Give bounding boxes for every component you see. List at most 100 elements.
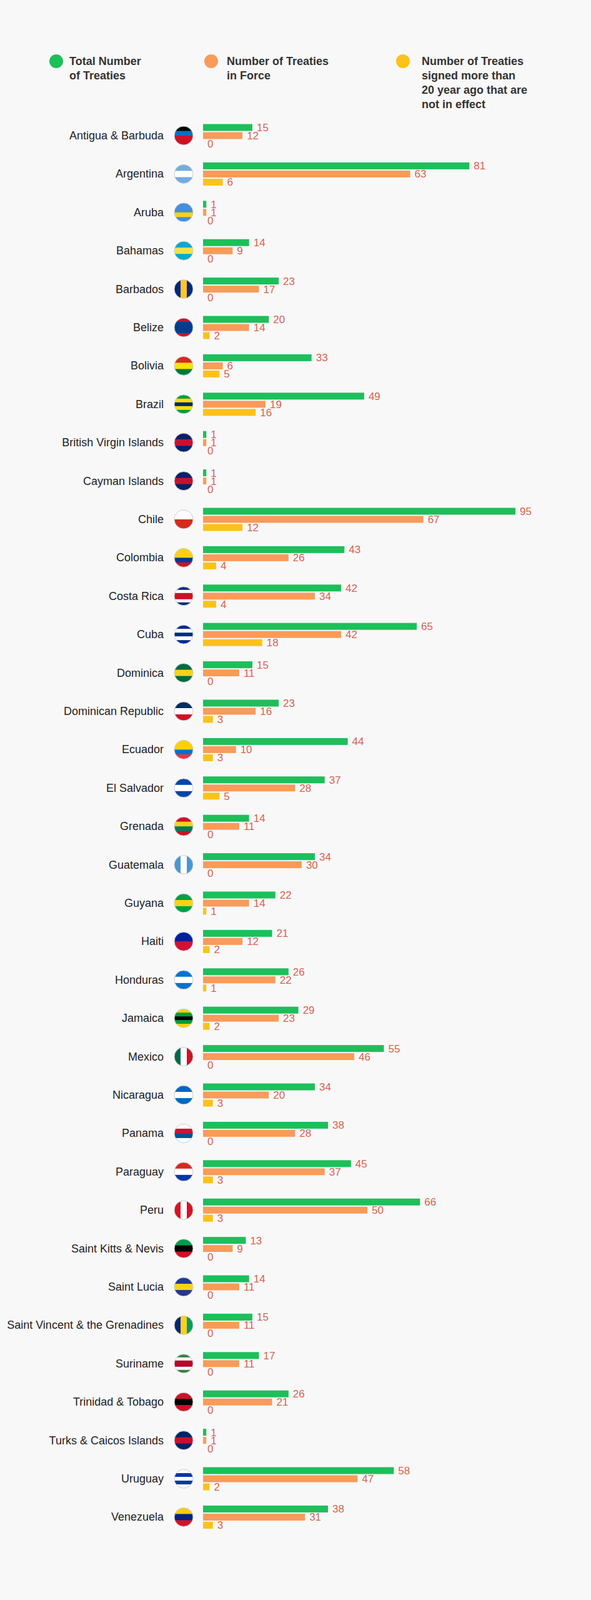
legend-label: Number of Treatiessigned more than20 yea… [421,54,528,111]
bar [203,1483,210,1490]
data-label: 0 [207,1442,214,1455]
category-label: Jamaica [121,1011,165,1024]
bar [203,1436,207,1444]
data-label: 22 [279,888,292,901]
legend: Total Numberof TreatiesNumber of Treatie… [49,54,528,111]
data-label: 17 [263,283,275,296]
data-label: 18 [266,636,279,649]
category-label: Paraguay [115,1165,164,1178]
data-label: 34 [319,590,332,603]
flag [174,624,194,644]
data-label: 3 [217,751,224,764]
data-label: 13 [249,1234,262,1247]
flag [174,1200,194,1219]
flag [174,1430,194,1451]
flag-border [174,547,194,567]
data-label: 4 [220,598,227,611]
bar [203,1083,315,1091]
bar [203,431,207,438]
data-label: 43 [348,543,361,556]
bar [203,622,417,630]
bar [203,592,315,600]
flag-border [174,241,194,260]
data-label: 30 [306,859,318,871]
data-label: 31 [309,1510,322,1523]
data-label: 21 [276,927,289,939]
data-label: 95 [519,505,532,518]
bar [203,370,220,378]
data-label: 42 [345,628,358,641]
bar [203,1428,207,1436]
data-label: 0 [207,138,214,150]
data-label: 47 [361,1472,374,1485]
bar [203,1252,204,1260]
flag-border [174,1506,194,1526]
data-label: 45 [355,1157,368,1170]
category-label: Belize [133,321,164,334]
flag-border [174,1315,194,1334]
bar [203,1129,295,1137]
flag-border [174,931,194,951]
bar [203,1022,210,1030]
flag [174,1276,194,1297]
flag-border [174,1123,194,1143]
category-label: Trinidad & Tobago [73,1395,164,1408]
bar [203,362,224,370]
data-label: 0 [207,253,214,265]
bar [203,562,217,570]
bar [203,1367,204,1375]
bar [203,1398,273,1406]
flag [174,509,194,530]
data-label: 46 [358,1050,371,1063]
bar [203,208,207,216]
flag-border [174,126,194,145]
bar [203,830,204,838]
flag-border [174,203,194,222]
category-label: Suriname [115,1356,164,1370]
category-label: Cayman Islands [83,474,164,488]
flag-border [174,1238,194,1258]
flag-border [174,1353,194,1373]
bar [203,983,207,991]
flag [174,663,194,683]
flag-border [174,356,194,375]
bar [203,293,204,301]
flag [174,547,194,568]
bar [203,554,289,562]
bar [203,1291,204,1299]
flag [174,816,194,836]
data-label: 0 [207,1288,214,1301]
data-label: 21 [276,1395,289,1408]
category-label: Panama [121,1126,165,1139]
legend-label: Number of Treatiesin Force [226,54,329,82]
bar [203,1275,250,1282]
category-label: Uruguay [121,1471,164,1485]
bar [203,255,204,263]
bar [203,469,207,477]
data-label: 37 [329,774,342,786]
data-label: 38 [332,1118,345,1131]
flag-border [174,394,194,414]
flag-border [174,1162,194,1181]
bar [203,140,204,148]
category-label: Costa Rica [108,589,165,603]
bar [203,170,411,178]
flag [174,1123,194,1143]
bar [203,1052,355,1060]
bar [203,392,365,400]
data-label: 11 [243,1318,255,1331]
data-label: 3 [217,1518,224,1531]
flag-border [174,1430,194,1450]
data-label: 67 [427,513,440,526]
category-label: Bahamas [116,244,164,257]
bar [203,1060,204,1068]
bar [203,477,207,485]
category-label: Brazil [135,397,164,411]
data-label: 14 [253,812,266,825]
data-label: 37 [329,1165,342,1178]
data-label: 16 [259,705,272,718]
data-label: 17 [263,1349,275,1362]
flag [174,1047,194,1066]
data-label: 26 [293,965,305,978]
bar [203,852,315,860]
